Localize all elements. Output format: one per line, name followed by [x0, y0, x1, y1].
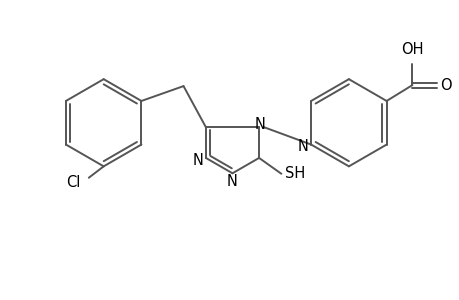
Text: N: N [192, 153, 203, 168]
Text: N: N [255, 117, 265, 132]
Text: N: N [227, 174, 237, 189]
Text: SH: SH [285, 166, 305, 181]
Text: OH: OH [400, 42, 423, 57]
Text: Cl: Cl [66, 175, 80, 190]
Text: O: O [439, 78, 450, 93]
Text: N: N [297, 139, 308, 154]
